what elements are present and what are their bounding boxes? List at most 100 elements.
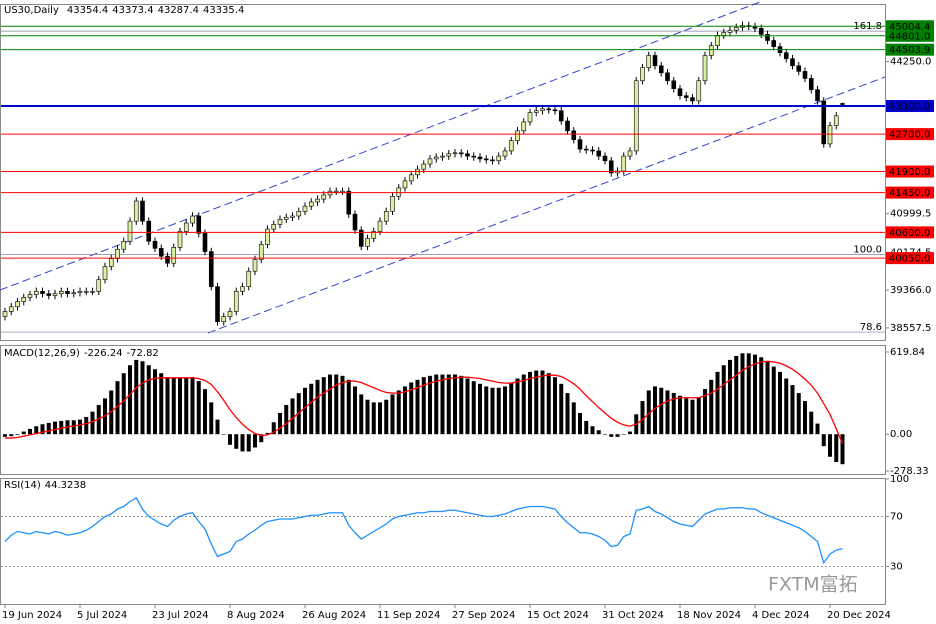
macd-bar bbox=[15, 434, 20, 435]
price-level-label: 40600.0 bbox=[889, 228, 930, 239]
macd-bar bbox=[796, 393, 801, 435]
candle-body bbox=[633, 80, 639, 152]
candle-body bbox=[58, 291, 64, 294]
macd-bar bbox=[603, 434, 607, 435]
macd-bar bbox=[234, 434, 239, 449]
last-high: 43373.4 bbox=[112, 5, 153, 16]
watermark: FXTM富拓 bbox=[768, 574, 858, 596]
candle-body bbox=[152, 240, 158, 249]
x-tick-label: 5 Jul 2024 bbox=[77, 610, 127, 621]
candle-body bbox=[302, 205, 308, 212]
candle-body bbox=[108, 258, 114, 267]
candle-body bbox=[252, 259, 258, 272]
candle-body bbox=[265, 228, 270, 245]
macd-bar bbox=[778, 371, 782, 435]
macd-bar bbox=[215, 419, 220, 435]
candle-body bbox=[8, 306, 14, 312]
macd-bar bbox=[828, 434, 832, 457]
candle-body bbox=[77, 291, 83, 294]
price-level-label: 44503.9 bbox=[889, 45, 930, 56]
x-tick-label: 15 Oct 2024 bbox=[527, 610, 589, 621]
candle-body bbox=[221, 316, 227, 323]
candle-body bbox=[315, 198, 320, 203]
macd-bar bbox=[584, 420, 589, 435]
candle-body bbox=[621, 155, 627, 172]
macd-bar bbox=[459, 375, 464, 435]
channel-lower bbox=[207, 76, 886, 334]
candle-body bbox=[490, 159, 495, 162]
last-close: 43335.4 bbox=[203, 5, 244, 16]
candle-body bbox=[115, 248, 120, 259]
price-level-label: 45004.4 bbox=[889, 22, 930, 33]
candle-body bbox=[390, 196, 395, 212]
candle-body bbox=[52, 293, 58, 296]
candle-body bbox=[246, 270, 252, 287]
macd-bar bbox=[403, 386, 407, 435]
y-tick-label: 44250.0 bbox=[890, 57, 931, 68]
candle-body bbox=[240, 286, 245, 292]
candle-body bbox=[308, 201, 314, 207]
macd-bar bbox=[321, 377, 326, 435]
y-tick-label: 0.00 bbox=[890, 429, 912, 440]
symbol: US30,Daily bbox=[4, 5, 59, 16]
candle-body bbox=[483, 158, 489, 161]
rsi-header: RSI(14) 44.3238 bbox=[4, 480, 86, 491]
candle-body bbox=[671, 80, 677, 90]
candle-body bbox=[146, 220, 152, 242]
candle-body bbox=[696, 80, 702, 102]
candle-body bbox=[646, 55, 652, 68]
macd-bar bbox=[546, 373, 551, 435]
macd-bar bbox=[178, 378, 182, 435]
candle-body bbox=[596, 150, 602, 157]
candle-body bbox=[358, 229, 364, 247]
candle-body bbox=[21, 297, 27, 302]
candle-body bbox=[321, 194, 327, 200]
candle-body bbox=[827, 125, 833, 145]
candle-body bbox=[158, 247, 164, 257]
macd-bar bbox=[328, 374, 332, 435]
macd-bar bbox=[678, 395, 682, 435]
macd-bar bbox=[596, 430, 601, 435]
macd-bar bbox=[378, 402, 382, 435]
price-level-label: 40050.0 bbox=[889, 254, 930, 265]
candle-body bbox=[658, 65, 664, 74]
macd-bar bbox=[290, 398, 295, 435]
candle-body bbox=[702, 55, 708, 82]
price-level-box bbox=[886, 252, 934, 265]
macd-bar bbox=[509, 382, 514, 435]
candle-body bbox=[840, 103, 845, 105]
macd-bar bbox=[640, 401, 645, 435]
candle-body bbox=[821, 100, 827, 145]
macd-bar bbox=[671, 393, 676, 435]
candle-body bbox=[815, 89, 820, 102]
macd-bar bbox=[53, 421, 57, 435]
candle-body bbox=[727, 29, 733, 33]
price-level-label: 41900.0 bbox=[889, 167, 930, 178]
x-tick-label: 8 Aug 2024 bbox=[227, 610, 285, 621]
macd-bar bbox=[771, 366, 776, 435]
macd-bar bbox=[465, 378, 470, 435]
macd-bar bbox=[784, 378, 789, 435]
y-tick-label: 40999.5 bbox=[890, 209, 931, 220]
signal-last: -72.82 bbox=[127, 348, 159, 359]
macd-bar bbox=[221, 434, 226, 435]
macd-bar bbox=[571, 402, 576, 435]
candle-body bbox=[665, 72, 670, 82]
candle-body bbox=[733, 27, 739, 31]
macd-bar bbox=[371, 402, 376, 435]
x-tick-label: 27 Sep 2024 bbox=[452, 610, 515, 621]
candle-body bbox=[508, 140, 514, 152]
candle-body bbox=[421, 163, 427, 170]
candle-body bbox=[427, 158, 433, 165]
candle-body bbox=[533, 110, 539, 113]
macd-bar bbox=[78, 419, 82, 435]
macd-bar bbox=[471, 381, 476, 435]
macd-bar bbox=[709, 379, 714, 435]
candle-body bbox=[383, 211, 389, 222]
candle-body bbox=[15, 301, 20, 308]
macd-bar bbox=[659, 387, 664, 435]
x-tick-label: 4 Dec 2024 bbox=[752, 610, 810, 621]
macd-bar bbox=[728, 359, 732, 435]
